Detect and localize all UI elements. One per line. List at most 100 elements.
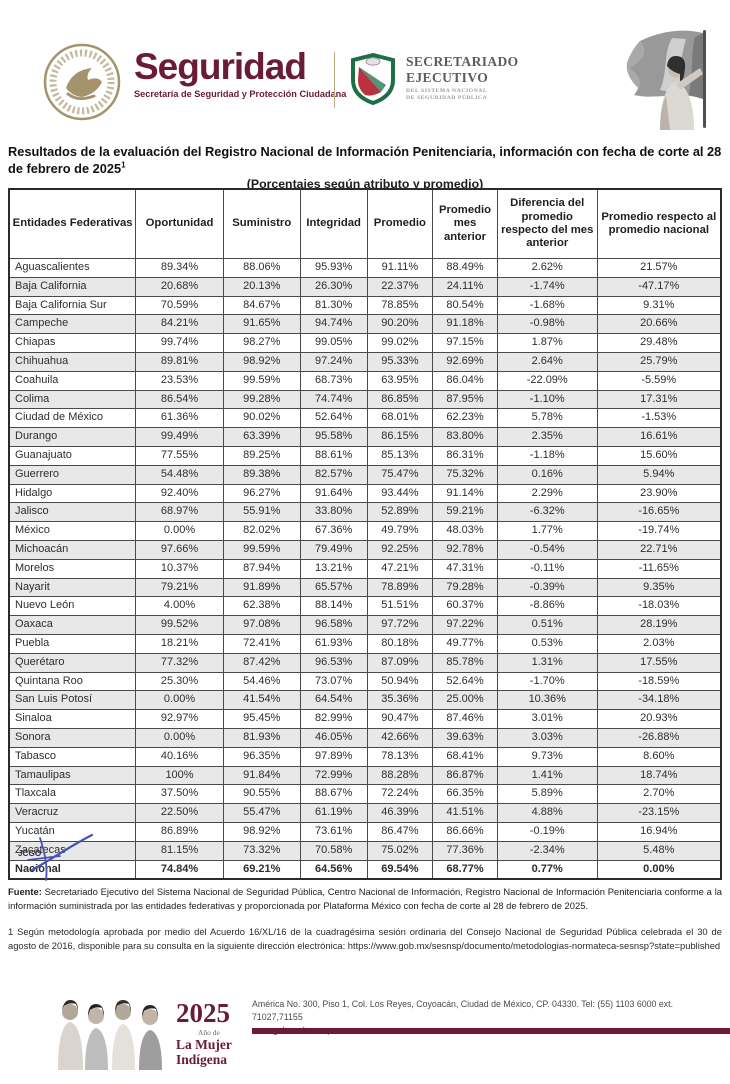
value-cell: 91.14%: [432, 483, 498, 504]
value-cell: 68.41%: [432, 746, 498, 767]
table-row: Yucatán 86.89% 98.92% 73.61% 86.47% 86.66% -0.…: [8, 821, 722, 842]
source-text: Secretariado Ejecutivo del Sistema Nacio…: [8, 886, 722, 911]
page-subtitle: (Porcentajes según atributo y promedio): [246, 177, 484, 192]
year-logo: 2025 Año de La Mujer Indígena: [176, 1000, 248, 1068]
woman-with-flag-illustration: [610, 28, 728, 130]
indigenous-women-illustration: [52, 994, 170, 1070]
table-row: Nayarit 79.21% 91.89% 65.57% 78.89% 79.28% -0.…: [8, 577, 722, 598]
value-cell: 97.08%: [222, 615, 301, 635]
value-cell: 60.37%: [432, 596, 498, 617]
value-cell: 46.05%: [299, 727, 368, 748]
value-cell: 8.60%: [596, 746, 722, 767]
value-cell: 87.95%: [432, 389, 498, 410]
value-cell: 87.42%: [222, 652, 301, 673]
value-cell: 67.36%: [299, 521, 368, 541]
table-row: Jalisco 68.97% 55.91% 33.80% 52.89% 59.21% -6.…: [8, 502, 722, 523]
sesnsp-shield-icon: [350, 52, 396, 106]
value-cell: 47.21%: [366, 558, 434, 579]
value-cell: 97.22%: [432, 615, 498, 635]
value-cell: 21.57%: [596, 258, 722, 278]
results-table: Entidades Federativas Oportunidad Sumini…: [8, 188, 722, 881]
value-cell: 68.97%: [135, 502, 224, 523]
value-cell: 73.07%: [299, 671, 368, 692]
table-row: Guerrero 54.48% 89.38% 82.57% 75.47% 75.32% 0.…: [8, 464, 722, 485]
value-cell: -18.03%: [596, 596, 722, 617]
state-name-cell: Guerrero: [8, 464, 137, 485]
value-cell: -5.59%: [596, 370, 722, 391]
value-cell: -1.70%: [496, 671, 598, 692]
table-row: Michoacán 97.66% 99.59% 79.49% 92.25% 92.78% -…: [8, 539, 722, 560]
col-header-integridad: Integridad: [299, 188, 368, 259]
value-cell: 97.72%: [366, 615, 434, 635]
value-cell: -0.39%: [496, 577, 598, 598]
value-cell: -1.74%: [496, 276, 598, 297]
col-header-respecto-nacional: Promedio respecto al promedio nacional: [596, 188, 722, 259]
value-cell: 65.57%: [299, 577, 368, 598]
table-row: Querétaro 77.32% 87.42% 96.53% 87.09% 85.78% 1…: [8, 652, 722, 673]
value-cell: 15.60%: [596, 445, 722, 466]
value-cell: 99.28%: [222, 389, 301, 410]
value-cell: 25.30%: [135, 671, 224, 692]
value-cell: 47.31%: [432, 558, 498, 579]
reviewer-initials: JCGO: [18, 849, 42, 858]
value-cell: 90.02%: [222, 408, 301, 429]
state-name-cell: Sinaloa: [8, 709, 137, 729]
value-cell: 81.30%: [299, 295, 368, 316]
value-cell: 18.74%: [596, 765, 722, 786]
value-cell: -8.86%: [496, 596, 598, 617]
value-cell: 97.89%: [299, 746, 368, 767]
value-cell: 54.46%: [222, 671, 301, 692]
value-cell: 20.66%: [596, 314, 722, 335]
state-name-cell: Tabasco: [8, 746, 137, 767]
value-cell: 2.35%: [496, 427, 598, 447]
methodology-footnote: 1 Según metodología aprobada por medio d…: [8, 926, 722, 951]
year-name-line2: Indígena: [176, 1051, 228, 1067]
value-cell: -2.34%: [496, 840, 598, 861]
state-name-cell: Veracruz: [8, 803, 137, 823]
year-name-line1: La Mujer: [176, 1037, 232, 1052]
value-cell: 59.21%: [432, 502, 498, 523]
value-cell: 1.77%: [496, 521, 598, 541]
col-header-diferencia: Diferencia del promedio respecto del mes…: [496, 188, 598, 259]
col-header-entidades: Entidades Federativas: [8, 188, 137, 259]
value-cell: 28.19%: [596, 615, 722, 635]
value-cell: 87.94%: [222, 558, 301, 579]
value-cell: 0.00%: [596, 859, 722, 880]
value-cell: 78.85%: [366, 295, 434, 316]
value-cell: -16.65%: [596, 502, 722, 523]
value-cell: 80.54%: [432, 295, 498, 316]
value-cell: 9.31%: [596, 295, 722, 316]
value-cell: 88.61%: [299, 445, 368, 466]
value-cell: 99.74%: [135, 333, 224, 353]
col-header-promedio: Promedio: [366, 188, 434, 259]
value-cell: 61.19%: [299, 803, 368, 823]
col-header-promedio-mes-anterior: Promedio mes anterior: [432, 188, 498, 259]
value-cell: 55.47%: [222, 803, 301, 823]
value-cell: -23.15%: [596, 803, 722, 823]
value-cell: 96.58%: [299, 615, 368, 635]
value-cell: 2.03%: [596, 633, 722, 654]
value-cell: 88.67%: [299, 784, 368, 805]
value-cell: 89.25%: [222, 445, 301, 466]
state-name-cell: Ciudad de México: [8, 408, 137, 429]
value-cell: 64.54%: [299, 690, 368, 711]
value-cell: 96.27%: [222, 483, 301, 504]
value-cell: 18.21%: [135, 633, 224, 654]
value-cell: 2.62%: [496, 258, 598, 278]
value-cell: 88.28%: [366, 765, 434, 786]
secretariado-ejecutivo-logo: SECRETARIADO EJECUTIVO DEL SISTEMA NACIO…: [406, 54, 586, 103]
value-cell: 98.92%: [222, 351, 301, 372]
value-cell: 54.48%: [135, 464, 224, 485]
value-cell: 0.00%: [135, 521, 224, 541]
table-row: Chihuahua 89.81% 98.92% 97.24% 95.33% 92.69% 2…: [8, 351, 722, 372]
state-name-cell: Quintana Roo: [8, 671, 137, 692]
value-cell: 82.57%: [299, 464, 368, 485]
value-cell: 2.64%: [496, 351, 598, 372]
value-cell: 61.93%: [299, 633, 368, 654]
value-cell: 95.93%: [299, 258, 368, 278]
value-cell: 98.92%: [222, 821, 301, 842]
value-cell: 73.32%: [222, 840, 301, 861]
value-cell: 79.21%: [135, 577, 224, 598]
state-name-cell: Nayarit: [8, 577, 137, 598]
